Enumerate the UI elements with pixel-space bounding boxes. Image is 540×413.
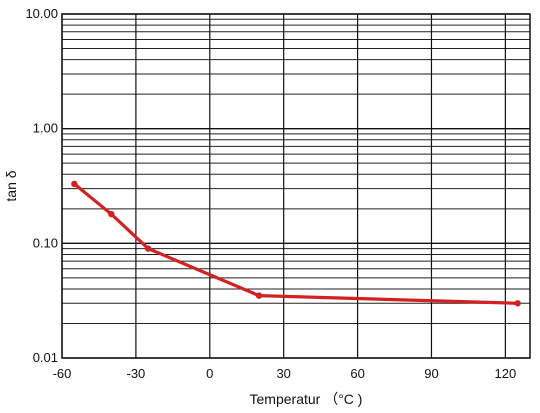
data-point <box>145 245 152 252</box>
x-tick-label: 60 <box>350 366 364 381</box>
y-axis-label: tan δ <box>3 170 19 201</box>
data-point <box>514 300 521 307</box>
data-point <box>255 292 263 299</box>
x-tick-label: 0 <box>206 366 213 381</box>
x-tick-label: 90 <box>424 366 438 381</box>
x-tick-label: 30 <box>276 366 290 381</box>
y-tick-label: 10.00 <box>25 6 58 21</box>
x-axis-label: Temperatur （°C ) <box>250 391 363 407</box>
x-tick-label: -30 <box>126 366 145 381</box>
data-point <box>71 180 78 188</box>
major-gridlines <box>61 13 530 359</box>
series-layer <box>71 180 521 307</box>
y-tick-label: 0.01 <box>33 350 58 365</box>
x-tick-label: 120 <box>495 366 517 381</box>
y-tick-labels: 0.01 0.10 1.00 10.00 <box>25 6 58 365</box>
y-tick-label: 0.10 <box>33 235 58 250</box>
data-point <box>108 210 115 218</box>
minor-gridlines <box>62 18 530 324</box>
x-tick-label: -60 <box>53 366 72 381</box>
plot-frame <box>61 13 531 359</box>
y-tick-label: 1.00 <box>33 121 58 136</box>
x-tick-labels: -60 -30 0 30 60 90 120 <box>53 366 517 381</box>
